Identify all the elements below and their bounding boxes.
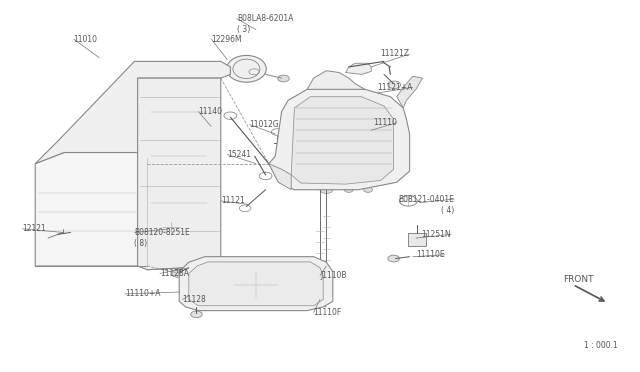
Text: 1 : 000.1: 1 : 000.1 [584, 341, 618, 350]
Polygon shape [408, 232, 426, 246]
Circle shape [148, 185, 210, 221]
Text: 11121+A: 11121+A [378, 83, 413, 92]
Polygon shape [269, 164, 291, 190]
Circle shape [48, 231, 63, 240]
Circle shape [188, 301, 196, 306]
Circle shape [148, 94, 210, 129]
Circle shape [230, 270, 282, 299]
Circle shape [388, 81, 401, 89]
Text: B08LA8-6201A: B08LA8-6201A [237, 14, 293, 23]
Text: 11140: 11140 [198, 107, 223, 116]
Text: 11110+A: 11110+A [125, 289, 160, 298]
Circle shape [388, 255, 399, 262]
Circle shape [148, 138, 210, 174]
Text: 11110: 11110 [373, 118, 397, 127]
Circle shape [309, 301, 318, 306]
Circle shape [159, 191, 200, 215]
Text: 11010: 11010 [74, 35, 98, 44]
Text: B08121-0401E: B08121-0401E [399, 195, 454, 203]
Text: 11012G: 11012G [250, 120, 279, 129]
Polygon shape [35, 153, 147, 266]
Circle shape [344, 187, 353, 192]
Polygon shape [35, 61, 230, 164]
Text: 12121: 12121 [22, 224, 46, 233]
Circle shape [159, 144, 200, 168]
Polygon shape [138, 78, 221, 270]
Polygon shape [307, 71, 365, 89]
Polygon shape [346, 63, 371, 74]
Text: 11128A: 11128A [160, 269, 189, 278]
Circle shape [364, 187, 372, 192]
Text: FRONT: FRONT [563, 275, 594, 283]
Ellipse shape [227, 55, 266, 82]
Text: 11251N: 11251N [422, 230, 451, 239]
Circle shape [171, 270, 184, 277]
Polygon shape [189, 262, 323, 306]
Circle shape [278, 75, 289, 82]
Text: ( 4): ( 4) [441, 206, 454, 215]
Text: 15241: 15241 [227, 150, 251, 159]
Text: 11121Z: 11121Z [381, 49, 410, 58]
Polygon shape [269, 89, 410, 190]
Text: 11110F: 11110F [314, 308, 342, 317]
Text: 11128: 11128 [182, 295, 206, 304]
Text: ( 8): ( 8) [134, 239, 148, 248]
Circle shape [320, 186, 333, 193]
Text: 12296M: 12296M [211, 35, 242, 44]
Circle shape [191, 311, 202, 318]
Polygon shape [291, 97, 394, 184]
Text: B08120-8251E: B08120-8251E [134, 228, 190, 237]
Polygon shape [179, 257, 333, 311]
Text: ( 3): ( 3) [237, 25, 250, 34]
Text: 11110E: 11110E [416, 250, 445, 259]
Circle shape [188, 263, 196, 269]
Text: J1110B: J1110B [320, 271, 346, 280]
Circle shape [159, 100, 200, 124]
Polygon shape [397, 76, 422, 108]
Text: 11121: 11121 [221, 196, 244, 205]
Circle shape [309, 263, 318, 269]
Circle shape [344, 180, 353, 185]
